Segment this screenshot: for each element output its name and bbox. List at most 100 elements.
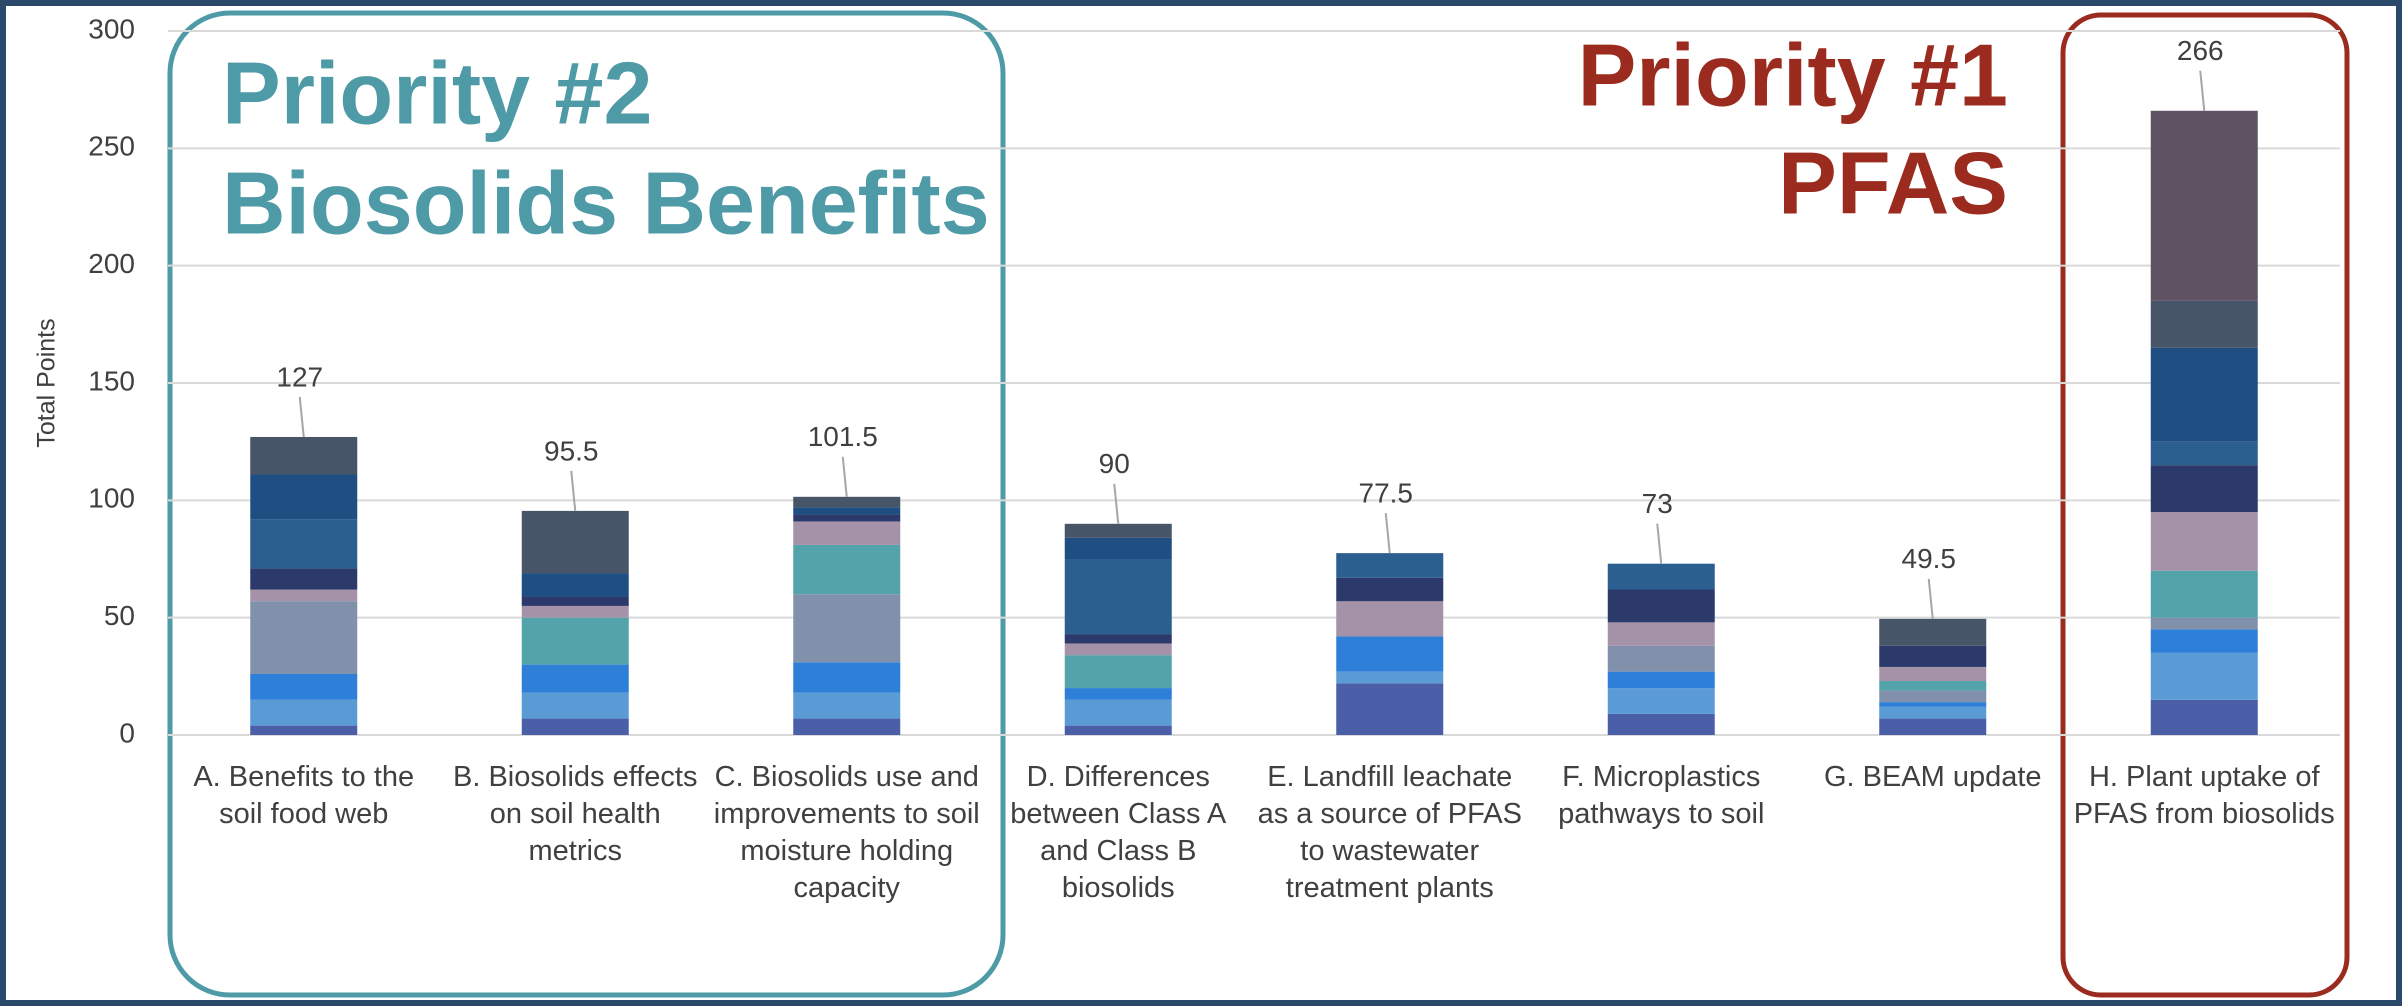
y-axis-label: Total Points	[33, 318, 61, 447]
bar-segment	[250, 673, 358, 700]
x-tick-label: H. Plant uptake of PFAS from biosolids	[2073, 761, 2335, 830]
bar-segment	[1064, 688, 1172, 700]
bar-segment	[521, 692, 629, 719]
bar-segment	[1336, 671, 1444, 684]
bar-segment	[250, 436, 358, 475]
annotation: Priority #2	[222, 43, 652, 142]
x-tick-label: D. Differences between Class A and Class…	[1010, 761, 1227, 904]
bar-segment	[1064, 643, 1172, 656]
bar-segment	[793, 496, 901, 508]
x-tick-label: G. BEAM update	[1823, 761, 2042, 793]
total-label: 266	[2177, 35, 2224, 66]
bar-segment	[521, 596, 629, 606]
bar-segment	[250, 474, 358, 520]
annotation: PFAS	[1778, 133, 2008, 232]
bar-segment	[521, 664, 629, 693]
bar-segment	[521, 573, 629, 597]
bar-segment	[2150, 652, 2258, 700]
leader-line	[570, 470, 577, 511]
total-label: 73	[1642, 488, 1673, 519]
leader-line	[1384, 513, 1391, 554]
bar-segment	[1607, 671, 1715, 689]
bar-segment	[793, 594, 901, 663]
y-tick-label: 0	[119, 717, 135, 748]
bar-segment	[1607, 688, 1715, 714]
bar-segment	[1607, 645, 1715, 672]
bar-segment	[1607, 589, 1715, 623]
bar-segment	[1607, 563, 1715, 590]
bar-segment	[1064, 537, 1172, 559]
priority-1-box	[2060, 12, 2350, 998]
bar-segment	[1064, 725, 1172, 735]
leader-line	[298, 396, 305, 438]
bar-segment	[521, 718, 629, 735]
annotation: Priority #1	[1578, 25, 2008, 124]
bar-segment	[2150, 617, 2258, 630]
bar-segment	[793, 662, 901, 693]
y-tick-label: 250	[88, 131, 135, 162]
total-label: 101.5	[808, 421, 878, 452]
bar-segment	[793, 544, 901, 595]
bar-segment	[250, 589, 358, 602]
bar-segment	[1064, 699, 1172, 726]
leader-line	[1927, 578, 1934, 619]
priority-2-box	[167, 10, 1006, 998]
bar-segment	[1879, 706, 1987, 719]
bar-segment	[1879, 681, 1987, 691]
bar-segment	[521, 617, 629, 665]
bar-segment	[1879, 702, 1987, 707]
bar-segment	[793, 718, 901, 735]
bar-segment	[1336, 683, 1444, 735]
bar-segment	[1607, 713, 1715, 735]
x-tick-label: A. Benefits to the soil food web	[193, 761, 415, 830]
bar-segment	[2150, 347, 2258, 442]
bar-segment	[1336, 636, 1444, 672]
x-tick-label: C. Biosolids use and improvements to soi…	[713, 761, 980, 904]
leader-line	[1656, 523, 1663, 564]
leader-line	[841, 456, 848, 497]
x-tick-label: B. Biosolids effects on soil health metr…	[453, 761, 698, 867]
bar-segment	[793, 507, 901, 515]
total-label: 95.5	[544, 435, 599, 466]
bar-segment	[2150, 465, 2258, 513]
total-label: 90	[1099, 448, 1130, 479]
y-tick-label: 200	[88, 248, 135, 279]
bar-segment	[1064, 559, 1172, 635]
annotation: Biosolids Benefits	[222, 153, 990, 252]
bar-segment	[2150, 441, 2258, 466]
y-tick-label: 50	[104, 600, 135, 631]
bar-segment	[1879, 618, 1987, 646]
x-tick-label: E. Landfill leachate as a source of PFAS…	[1257, 761, 1522, 904]
bar-segment	[1336, 577, 1444, 602]
bar-segment	[2150, 699, 2258, 735]
y-tick-label: 300	[88, 13, 135, 44]
bar-segment	[521, 510, 629, 574]
bar-segment	[1336, 553, 1444, 578]
y-tick-label: 150	[88, 365, 135, 396]
bar-segment	[1064, 655, 1172, 689]
bar-segment	[2150, 300, 2258, 348]
x-tick-label: F. Microplastics pathways to soil	[1558, 761, 1765, 830]
bar-segment	[1064, 634, 1172, 644]
total-label: 127	[276, 361, 323, 392]
bar-segment	[1879, 718, 1987, 735]
bar-segment	[1879, 645, 1987, 667]
bar-segment	[250, 519, 358, 569]
bar-segment	[1064, 523, 1172, 538]
bar-segment	[1879, 690, 1987, 703]
bar-segment	[250, 568, 358, 590]
bar-segment	[250, 725, 358, 735]
bar-segment	[2150, 629, 2258, 653]
bar-segment	[793, 514, 901, 522]
bar-segment	[2150, 512, 2258, 571]
total-label: 49.5	[1902, 543, 1957, 574]
leader-line	[2199, 70, 2206, 111]
y-tick-label: 100	[88, 483, 135, 514]
bar-segment	[793, 521, 901, 545]
bar-segment	[1607, 622, 1715, 646]
bar-segment	[250, 699, 358, 726]
bar-segment	[250, 601, 358, 674]
